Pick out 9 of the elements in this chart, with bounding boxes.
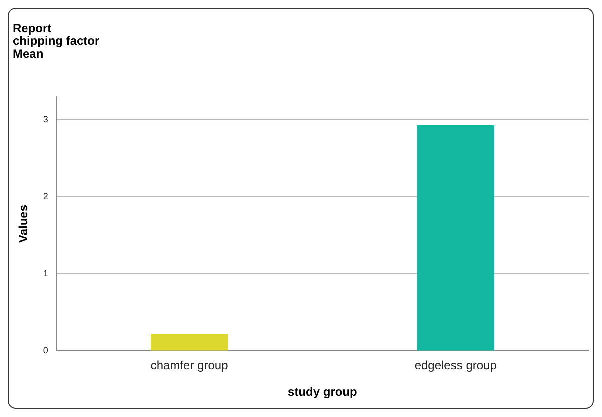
- x-axis-title: study group: [288, 385, 358, 400]
- x-tick-label: edgeless group: [414, 358, 498, 373]
- y-tick-label: 2: [43, 192, 48, 202]
- chart-title: Report chipping factor Mean: [13, 22, 100, 61]
- y-axis-title: Values: [16, 204, 31, 244]
- y-tick-label: 1: [43, 268, 48, 279]
- x-tick-label: chamfer group: [150, 358, 229, 373]
- y-tick-label: 3: [43, 114, 48, 124]
- y-tick-label: 0: [43, 346, 48, 356]
